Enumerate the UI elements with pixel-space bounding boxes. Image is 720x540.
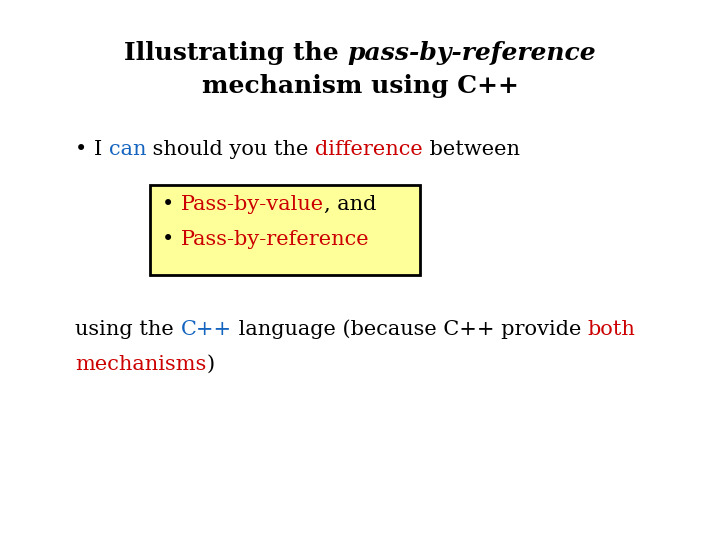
Text: between: between [423, 140, 520, 159]
Text: •: • [162, 230, 174, 249]
Text: both: both [588, 320, 635, 339]
Text: I: I [94, 140, 109, 159]
Text: C++: C++ [181, 320, 232, 339]
Text: pass-by-reference: pass-by-reference [348, 41, 596, 65]
Text: •: • [162, 195, 174, 214]
Text: ): ) [207, 355, 215, 374]
Text: using the: using the [75, 320, 181, 339]
Text: , and: , and [324, 195, 377, 214]
Text: should you the: should you the [146, 140, 315, 159]
Text: Illustrating the: Illustrating the [124, 41, 348, 65]
Text: difference: difference [315, 140, 423, 159]
Text: Pass-by-reference: Pass-by-reference [181, 230, 369, 249]
Text: Pass-by-value: Pass-by-value [181, 195, 324, 214]
Text: mechanisms: mechanisms [75, 355, 207, 374]
Text: language (because C++ provide: language (because C++ provide [232, 319, 588, 339]
Text: can: can [109, 140, 146, 159]
Text: mechanism using C++: mechanism using C++ [202, 74, 518, 98]
Text: •: • [75, 140, 87, 159]
